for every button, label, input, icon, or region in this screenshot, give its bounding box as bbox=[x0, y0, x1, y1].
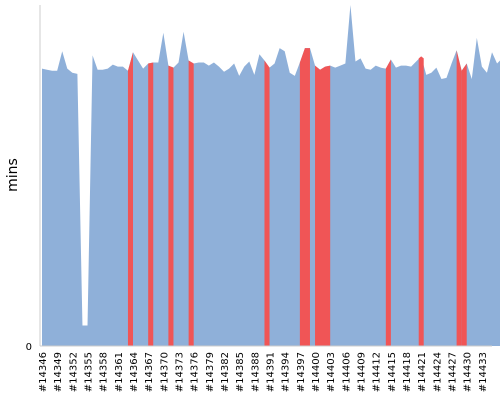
x-tick-label: #14352 bbox=[68, 352, 79, 392]
x-tick-label: #14379 bbox=[205, 352, 216, 392]
y-axis-label: mins bbox=[5, 158, 21, 192]
x-tick-label: #14433 bbox=[478, 352, 489, 392]
x-tick-label: #14415 bbox=[387, 352, 398, 392]
x-tick-label: #14346 bbox=[38, 352, 49, 392]
x-tick-labels: #14346 #14349 #14352 #14355 #14358 #14361 #143… bbox=[38, 352, 489, 392]
highlight-segment bbox=[315, 65, 331, 346]
x-tick-label: #14394 bbox=[281, 352, 292, 392]
highlight-segment bbox=[456, 50, 462, 346]
x-tick-label: #14418 bbox=[402, 352, 413, 392]
x-tick-label: #14349 bbox=[53, 352, 64, 392]
y-tick-label: 0 bbox=[26, 342, 32, 353]
highlight-segment bbox=[188, 60, 194, 347]
x-tick-label: #14400 bbox=[311, 352, 322, 392]
x-tick-label: #14358 bbox=[99, 352, 110, 392]
highlight-segment bbox=[127, 52, 134, 346]
x-tick-label: #14364 bbox=[129, 352, 140, 392]
highlight-segment bbox=[148, 62, 154, 347]
x-tick-label: #14388 bbox=[250, 352, 261, 392]
x-tick-label: #14373 bbox=[175, 352, 186, 392]
highlight-segment bbox=[418, 56, 424, 347]
series-area bbox=[42, 5, 500, 346]
x-tick-label: #14361 bbox=[114, 352, 125, 392]
highlight-segment bbox=[461, 63, 467, 347]
x-tick-label: #14385 bbox=[235, 352, 246, 392]
x-tick-label: #14403 bbox=[326, 352, 337, 392]
x-tick-label: #14409 bbox=[357, 352, 368, 392]
x-tick-label: #14424 bbox=[432, 352, 443, 392]
x-tick-label: #14382 bbox=[220, 352, 231, 392]
x-tick-label: #14355 bbox=[84, 352, 95, 392]
highlight-segment bbox=[264, 60, 270, 347]
x-tick-label: #14397 bbox=[296, 352, 307, 392]
highlight-segment bbox=[168, 65, 174, 346]
x-tick-label: #14370 bbox=[159, 352, 170, 392]
plot-area bbox=[42, 5, 500, 347]
x-tick-label: #14421 bbox=[417, 352, 428, 392]
x-tick-label: #14412 bbox=[372, 352, 383, 392]
highlight-segment bbox=[299, 48, 310, 346]
x-tick-label: #14376 bbox=[190, 352, 201, 392]
x-tick-label: #14430 bbox=[463, 352, 474, 392]
highlight-segment bbox=[385, 59, 391, 346]
x-tick-label: #14391 bbox=[266, 352, 277, 392]
x-tick-label: #14406 bbox=[341, 352, 352, 392]
x-tick-label: #14367 bbox=[144, 352, 155, 392]
x-tick-label: #14427 bbox=[448, 352, 459, 392]
